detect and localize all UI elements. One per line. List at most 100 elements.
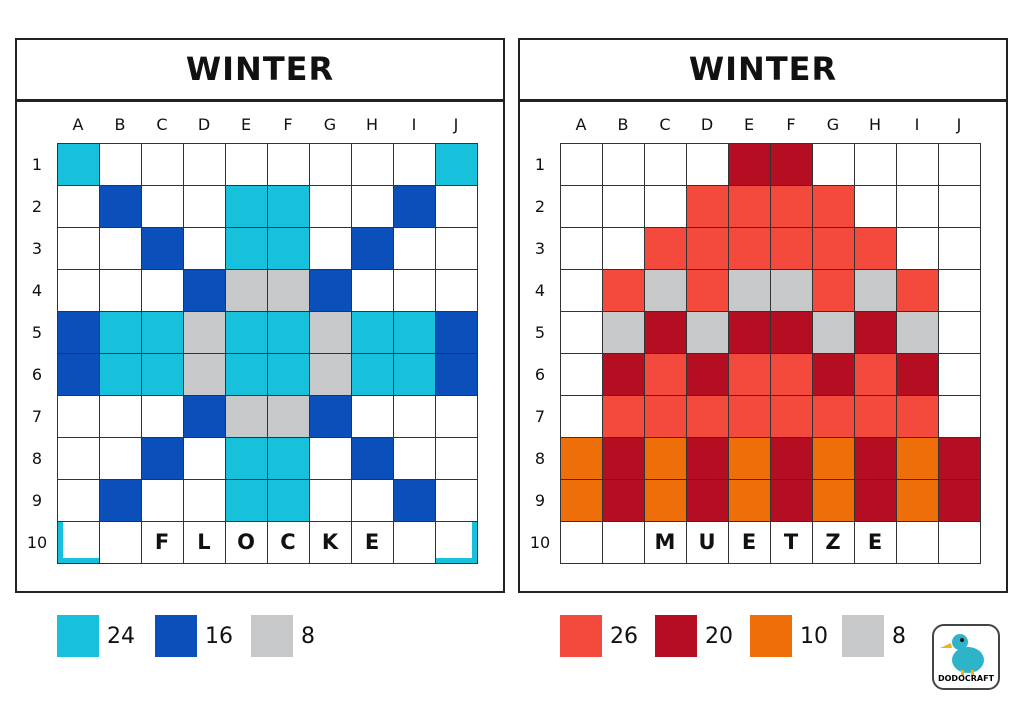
word-letter: E [741, 530, 757, 554]
grid-cell [99, 227, 142, 270]
panel [15, 38, 505, 593]
logo-icon [940, 634, 984, 676]
word-letter: M [654, 530, 676, 554]
grid-cell [560, 353, 603, 396]
legend-count: 8 [892, 623, 906, 649]
grid-cell [183, 185, 226, 228]
grid-cell [728, 185, 771, 228]
grid-cell [854, 353, 897, 396]
grid-cell [896, 227, 939, 270]
grid-cell [644, 437, 687, 480]
grid-cell [770, 437, 813, 480]
grid-cell [393, 521, 436, 564]
grid-cell [57, 227, 100, 270]
column-label: F [786, 114, 796, 134]
word-letter: Z [825, 530, 841, 554]
row-label: 4 [534, 280, 546, 300]
grid-cell [351, 479, 394, 522]
column-label: I [411, 114, 417, 134]
grid-cell [602, 269, 645, 312]
legend-count: 16 [205, 623, 233, 649]
grid-cell [644, 227, 687, 270]
grid-cell [351, 227, 394, 270]
grid-cell [183, 353, 226, 396]
legend-swatch [57, 615, 99, 657]
grid-cell [57, 395, 100, 438]
grid-cell [938, 437, 981, 480]
grid-cell [938, 353, 981, 396]
legend-count: 8 [301, 623, 315, 649]
grid-cell [686, 437, 729, 480]
row-label: 8 [31, 448, 43, 468]
grid-cell [99, 269, 142, 312]
grid-cell [141, 143, 184, 186]
row-label: 6 [31, 364, 43, 384]
column-label: G [826, 114, 840, 134]
grid-cell [435, 521, 478, 564]
grid-cell [435, 227, 478, 270]
grid-cell [812, 479, 855, 522]
row-label: 8 [534, 448, 546, 468]
legend-swatch [560, 615, 602, 657]
grid-cell [225, 437, 268, 480]
grid-cell [728, 143, 771, 186]
grid-cell [854, 479, 897, 522]
word-letter: E [867, 530, 883, 554]
legend-swatch [251, 615, 293, 657]
grid-cell [351, 437, 394, 480]
grid-cell [435, 437, 478, 480]
row-label: 1 [534, 154, 546, 174]
grid-cell [644, 479, 687, 522]
grid-cell [393, 395, 436, 438]
legend-count: 26 [610, 623, 638, 649]
grid-cell [57, 143, 100, 186]
word-letter: L [197, 530, 211, 554]
column-label: G [323, 114, 337, 134]
grid-cell [560, 437, 603, 480]
grid-cell [602, 437, 645, 480]
grid-cell [938, 395, 981, 438]
grid-cell [141, 395, 184, 438]
grid-cell [141, 479, 184, 522]
grid-cell [602, 143, 645, 186]
row-label: 7 [31, 406, 43, 426]
grid-cell [602, 185, 645, 228]
grid-cell [351, 269, 394, 312]
column-label: B [114, 114, 126, 134]
grid-cell [728, 227, 771, 270]
grid-cell [309, 143, 352, 186]
grid-cell [141, 521, 184, 564]
column-label: D [197, 114, 211, 134]
grid-cell [560, 143, 603, 186]
legend-count: 24 [107, 623, 135, 649]
grid-cell [644, 353, 687, 396]
grid-cell [854, 227, 897, 270]
grid-cell [644, 143, 687, 186]
legend-swatch [655, 615, 697, 657]
grid-cell [560, 269, 603, 312]
word-letter: U [698, 530, 716, 554]
grid-cell [938, 479, 981, 522]
row-label: 9 [534, 490, 546, 510]
grid-cell [141, 437, 184, 480]
grid-cell [728, 437, 771, 480]
column-label: C [156, 114, 168, 134]
grid-cell [183, 227, 226, 270]
grid-cell [812, 395, 855, 438]
grid-cell [938, 521, 981, 564]
grid-cell [770, 185, 813, 228]
grid-cell [812, 143, 855, 186]
grid-cell [183, 311, 226, 354]
grid-cell [183, 269, 226, 312]
grid-cell [686, 185, 729, 228]
grid-cell [99, 395, 142, 438]
logo: DODOCRAFT [932, 624, 1000, 690]
column-label: F [283, 114, 293, 134]
word-letter: F [154, 530, 170, 554]
grid-cell [267, 185, 310, 228]
grid-cell [812, 437, 855, 480]
grid-cell [57, 353, 100, 396]
grid-cell [896, 311, 939, 354]
grid-cell [686, 311, 729, 354]
word-letter: C [280, 530, 296, 554]
